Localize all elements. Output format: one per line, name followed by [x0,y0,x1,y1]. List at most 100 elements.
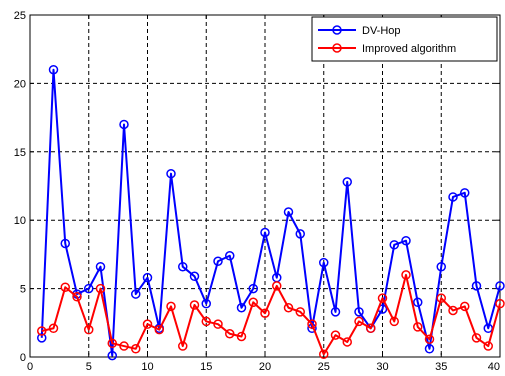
data-point-dv-hop [60,238,70,249]
data-point-improved-algorithm [283,303,294,313]
data-point-improved-algorithm [319,349,329,360]
data-point-dv-hop [84,283,94,294]
legend-marker-improved [332,43,342,53]
data-point-improved-algorithm [178,341,188,351]
data-point-improved-algorithm [436,293,446,303]
y-axis-ticks: 0 5 10 15 20 25 [14,10,500,364]
data-point-dv-hop [107,350,117,361]
x-tick-label: 25 [318,361,330,373]
data-point-improved-algorithm [307,319,317,329]
y-tick-label: 20 [14,78,26,90]
data-point-improved-algorithm [342,337,352,347]
data-point-dv-hop [166,168,176,179]
data-point-dv-hop [401,235,411,246]
series-line-improved-algorithm [41,273,501,356]
data-point-dv-hop [131,289,141,299]
data-point-improved-algorithm [107,338,117,349]
data-point-dv-hop [236,303,247,313]
data-point-improved-algorithm [154,324,164,335]
data-point-improved-algorithm [448,305,458,316]
data-point-improved-algorithm [213,319,223,329]
data-point-dv-hop [448,192,458,202]
data-point-dv-hop [201,298,211,309]
data-point-dv-hop [283,207,294,217]
data-point-improved-algorithm [272,281,282,291]
data-point-dv-hop [178,261,188,272]
data-point-dv-hop [95,261,106,272]
x-tick-label: 0 [27,361,33,373]
data-point-improved-algorithm [260,308,270,318]
data-point-improved-algorithm [460,301,470,312]
data-point-improved-algorithm [37,326,47,336]
data-point-dv-hop [142,272,153,283]
data-point-improved-algorithm [72,292,82,302]
legend-box [311,16,498,62]
data-point-dv-hop [295,229,305,239]
data-point-improved-algorithm [366,323,376,334]
x-tick-label: 30 [376,361,388,373]
data-point-dv-hop [48,64,59,75]
x-tick-label: 15 [200,361,212,373]
data-point-dv-hop [389,240,399,250]
data-point-dv-hop [213,256,223,266]
y-tick-label: 25 [14,10,26,22]
data-point-dv-hop [330,307,341,317]
data-point-improved-algorithm [166,301,176,312]
legend-label-dv-hop: DV-Hop [362,25,401,37]
y-tick-label: 10 [14,215,26,227]
x-axis-ticks: 0 5 10 15 20 25 30 35 40 [27,15,501,373]
grid [30,15,500,357]
data-point-dv-hop [436,261,446,272]
x-tick-label: 5 [86,361,92,373]
series-group [37,64,505,361]
data-point-improved-algorithm [236,331,247,342]
data-point-improved-algorithm [201,316,211,327]
data-point-improved-algorithm [413,322,423,332]
data-point-dv-hop [342,177,352,187]
data-point-improved-algorithm [248,297,258,308]
data-point-dv-hop [248,283,258,294]
data-point-improved-algorithm [131,344,141,354]
data-point-improved-algorithm [84,324,94,335]
data-point-improved-algorithm [495,298,505,309]
y-tick-label: 0 [20,352,26,364]
series-line-dv-hop [40,68,501,357]
data-point-dv-hop [319,257,329,268]
data-point-improved-algorithm [60,282,70,292]
data-point-dv-hop [413,297,423,308]
data-point-improved-algorithm [471,333,482,343]
data-point-dv-hop [189,271,200,282]
legend-marker-dv-hop [332,25,342,35]
data-point-dv-hop [354,307,364,317]
data-point-improved-algorithm [401,270,411,280]
data-point-dv-hop [460,188,470,198]
data-point-improved-algorithm [295,307,305,317]
data-point-improved-algorithm [48,323,59,334]
data-point-improved-algorithm [142,319,153,329]
data-point-improved-algorithm [330,330,341,340]
data-point-improved-algorithm [354,316,364,327]
data-point-improved-algorithm [225,328,235,339]
data-point-improved-algorithm [389,316,399,327]
x-tick-label: 20 [259,361,271,373]
x-tick-label: 40 [488,361,500,373]
x-tick-label: 10 [141,361,153,373]
legend: DV-Hop Improved algorithm [311,16,498,62]
data-point-dv-hop [424,344,435,354]
y-tick-label: 15 [14,147,26,159]
legend-label-improved: Improved algorithm [362,43,456,55]
y-tick-label: 5 [20,284,26,296]
data-point-dv-hop [471,281,482,291]
data-point-dv-hop [37,333,47,343]
x-tick-label: 35 [435,361,447,373]
data-point-dv-hop [225,251,235,261]
data-point-improved-algorithm [424,334,435,344]
data-point-dv-hop [495,281,505,291]
data-point-improved-algorithm [377,293,388,303]
data-point-improved-algorithm [119,341,129,351]
data-point-improved-algorithm [95,283,106,294]
data-point-improved-algorithm [189,300,200,310]
data-point-improved-algorithm [483,341,493,351]
data-point-dv-hop [260,227,270,238]
